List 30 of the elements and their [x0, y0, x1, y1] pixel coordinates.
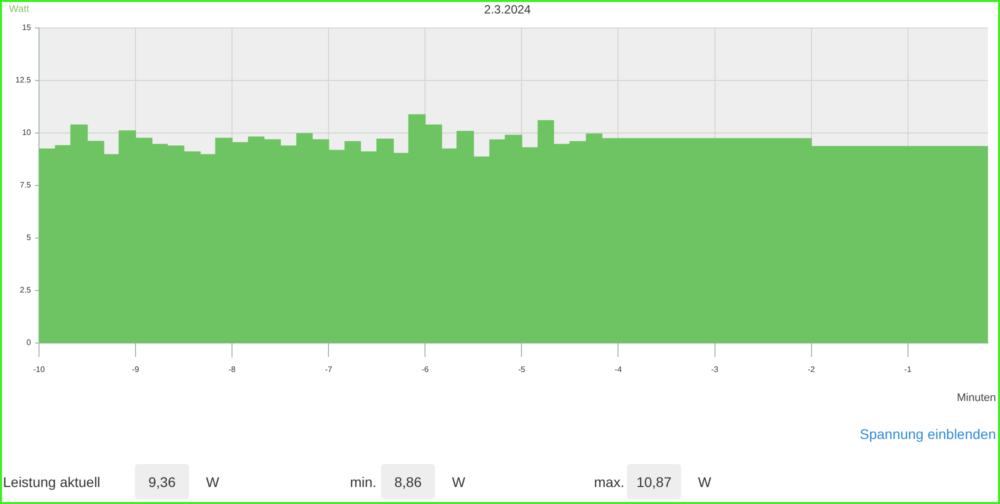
y-tick-label: 2.5	[20, 286, 32, 295]
x-tick-label: -7	[325, 365, 333, 374]
text: Leistung aktuell	[3, 474, 100, 490]
y-axis-title: Watt	[9, 4, 30, 15]
x-tick-label: -5	[518, 365, 526, 374]
x-tick-label: -6	[422, 365, 430, 374]
y-tick-label: 12.5	[15, 76, 32, 85]
text: W	[206, 474, 220, 490]
text: 10,87	[635, 474, 673, 490]
x-tick-label: -1	[904, 365, 912, 374]
y-tick-label: 15	[22, 23, 32, 32]
y-tick-label: 5	[26, 233, 32, 242]
text: W	[452, 474, 466, 490]
y-tick-label: 0	[26, 338, 32, 348]
x-tick-label: -2	[808, 365, 816, 374]
text: 9,36	[147, 474, 177, 490]
chart-title: 2.3.2024	[484, 2, 532, 16]
text: max.	[594, 474, 624, 490]
text: W	[698, 474, 712, 490]
x-tick-label: -4	[614, 365, 622, 374]
text: 8,86	[393, 474, 423, 490]
x-axis-title: Minuten	[956, 392, 996, 404]
x-tick-label: -10	[33, 365, 46, 374]
text: min.	[350, 474, 376, 490]
text: Spannung einblenden	[860, 426, 996, 442]
y-tick-label: 10	[22, 128, 32, 138]
x-tick-label: -3	[711, 365, 719, 374]
x-tick-label: -8	[228, 365, 236, 374]
x-tick-label: -9	[132, 365, 140, 374]
y-tick-label: 7.5	[20, 180, 32, 190]
